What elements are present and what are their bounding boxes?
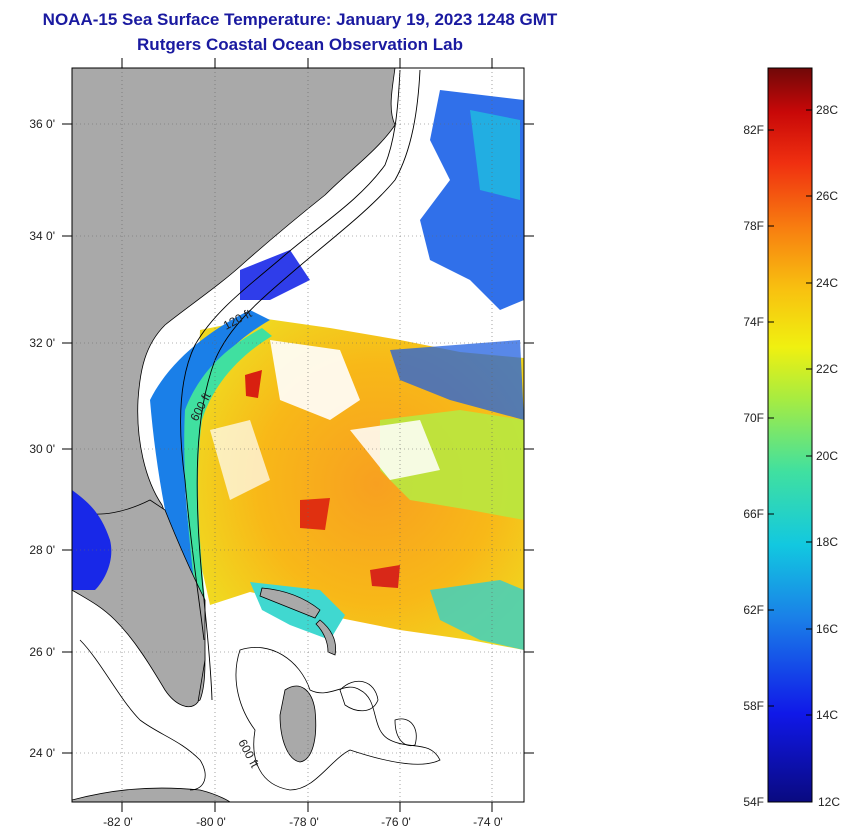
lat-label-34: 34 0' (29, 229, 55, 243)
cb-label-66f: 66F (743, 507, 764, 521)
lon-label-80: -80 0' (196, 815, 226, 829)
cloud-gap (270, 340, 360, 420)
sst-cold-patch-north (470, 110, 520, 200)
bahamas-bank-outline (235, 647, 441, 791)
isobath-120ft (180, 69, 401, 641)
map-title: NOAA-15 Sea Surface Temperature: January… (42, 10, 558, 29)
isobath-600ft (196, 69, 421, 701)
sst-red-patch (370, 565, 400, 588)
lon-label-76: -76 0' (381, 815, 411, 829)
cb-label-54f: 54F (743, 795, 764, 809)
bahamas-bank-outline (394, 718, 417, 747)
map-subtitle: Rutgers Coastal Ocean Observation Lab (137, 35, 463, 54)
cb-label-18c: 18C (816, 535, 838, 549)
coastal-cyan-band (184, 328, 272, 600)
cb-label-26c: 26C (816, 189, 838, 203)
axis-ticks (62, 58, 534, 812)
cb-label-58f: 58F (743, 699, 764, 713)
land-cuba (72, 787, 231, 802)
land-grand-bahama (259, 587, 321, 619)
cb-label-16c: 16C (816, 622, 838, 636)
sst-cold-patch-north (240, 250, 310, 300)
cb-label-74f: 74F (743, 315, 764, 329)
lat-label-32: 32 0' (29, 336, 55, 350)
cloud-gap (210, 420, 270, 500)
cloud-gap (350, 420, 440, 480)
sst-cold-patch-mid (390, 340, 524, 420)
lon-label-82: -82 0' (103, 815, 133, 829)
cb-label-12c: 12C (818, 795, 840, 809)
cb-label-62f: 62F (743, 603, 764, 617)
cb-label-24c: 24C (816, 276, 838, 290)
land-andros (279, 685, 317, 763)
plot-frame (71, 67, 525, 803)
lon-label-74: -74 0' (473, 815, 503, 829)
cb-label-20c: 20C (816, 449, 838, 463)
lat-label-24: 24 0' (29, 746, 55, 760)
sst-teal-region (430, 580, 524, 650)
coastal-cold-band (150, 310, 270, 600)
colorbar (767, 67, 813, 803)
lat-label-26: 26 0' (29, 645, 55, 659)
lat-label-36: 36 0' (29, 117, 55, 131)
map-layers: 120 ft 600 ft 600 ft (72, 68, 524, 802)
bahamas-bank-outline (339, 680, 379, 712)
florida-keys-outline (79, 639, 206, 791)
sst-swath (196, 318, 524, 650)
lat-label-30: 30 0' (29, 442, 55, 456)
cb-label-28c: 28C (816, 103, 838, 117)
cb-label-82f: 82F (743, 123, 764, 137)
sst-red-patch (300, 498, 330, 530)
lat-label-28: 28 0' (29, 543, 55, 557)
cb-label-14c: 14C (816, 708, 838, 722)
cb-label-78f: 78F (743, 219, 764, 233)
cb-label-22c: 22C (816, 362, 838, 376)
sst-red-patch (245, 370, 262, 398)
lon-label-78: -78 0' (289, 815, 319, 829)
gulf-cold-band (72, 490, 112, 590)
colorbar-ticks (768, 109, 812, 716)
graticule (72, 68, 524, 802)
cb-label-70f: 70F (743, 411, 764, 425)
